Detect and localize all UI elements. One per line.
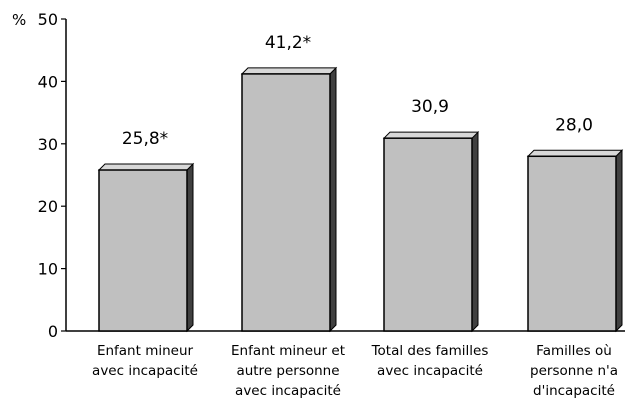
x-category-label-line: autre personne bbox=[236, 363, 339, 379]
data-label: 25,8* bbox=[122, 129, 168, 149]
bar-face bbox=[241, 73, 331, 332]
y-ticks: 0 10 20 30 40 50 bbox=[38, 10, 66, 341]
bar-face bbox=[527, 155, 617, 332]
y-tick-label: 20 bbox=[38, 197, 58, 216]
x-category-label: Familles où personne n'a d'incapacité bbox=[530, 343, 618, 399]
bar: 28,0 bbox=[526, 115, 624, 333]
y-tick-label: 40 bbox=[38, 72, 58, 91]
x-category-label-line: d'incapacité bbox=[533, 383, 615, 399]
x-category-label-line: Enfant mineur et bbox=[231, 343, 345, 359]
x-category-label-line: avec incapacité bbox=[235, 383, 341, 399]
x-category-label: Total des familles avec incapacité bbox=[371, 343, 489, 379]
bar: 30,9 bbox=[382, 97, 480, 333]
bar-face bbox=[383, 137, 473, 332]
y-tick-label: 50 bbox=[38, 10, 58, 29]
y-tick-label: 0 bbox=[48, 322, 58, 341]
y-tick-label: 30 bbox=[38, 135, 58, 154]
x-category-label-line: Enfant mineur bbox=[97, 343, 194, 359]
data-label: 30,9 bbox=[411, 97, 449, 117]
y-tick-label: 10 bbox=[38, 260, 58, 279]
bar: 25,8* bbox=[97, 129, 195, 333]
x-category-label: Enfant mineur avec incapacité bbox=[92, 343, 198, 379]
x-category-label-line: Familles où bbox=[536, 343, 612, 359]
x-category-label-line: Total des familles bbox=[371, 343, 489, 359]
bar-face bbox=[98, 169, 188, 332]
x-category-label-line: avec incapacité bbox=[92, 363, 198, 379]
y-unit-label: % bbox=[12, 11, 26, 29]
bar-side bbox=[186, 162, 194, 333]
bars: 25,8* 41,2* 30,9 28,0 bbox=[97, 33, 624, 333]
bar-side bbox=[329, 66, 337, 333]
bar: 41,2* bbox=[240, 33, 338, 333]
bar-top bbox=[526, 149, 624, 157]
bar-top bbox=[240, 67, 338, 75]
bar-side bbox=[471, 130, 479, 333]
x-category-label-line: avec incapacité bbox=[377, 363, 483, 379]
bar-top bbox=[382, 131, 480, 139]
data-label: 41,2* bbox=[265, 33, 311, 53]
x-category-label-line: personne n'a bbox=[530, 363, 618, 379]
x-category-label: Enfant mineur et autre personne avec incap… bbox=[231, 343, 345, 399]
bar-side bbox=[615, 149, 623, 333]
bar-top bbox=[97, 163, 195, 171]
data-label: 28,0 bbox=[555, 115, 593, 135]
